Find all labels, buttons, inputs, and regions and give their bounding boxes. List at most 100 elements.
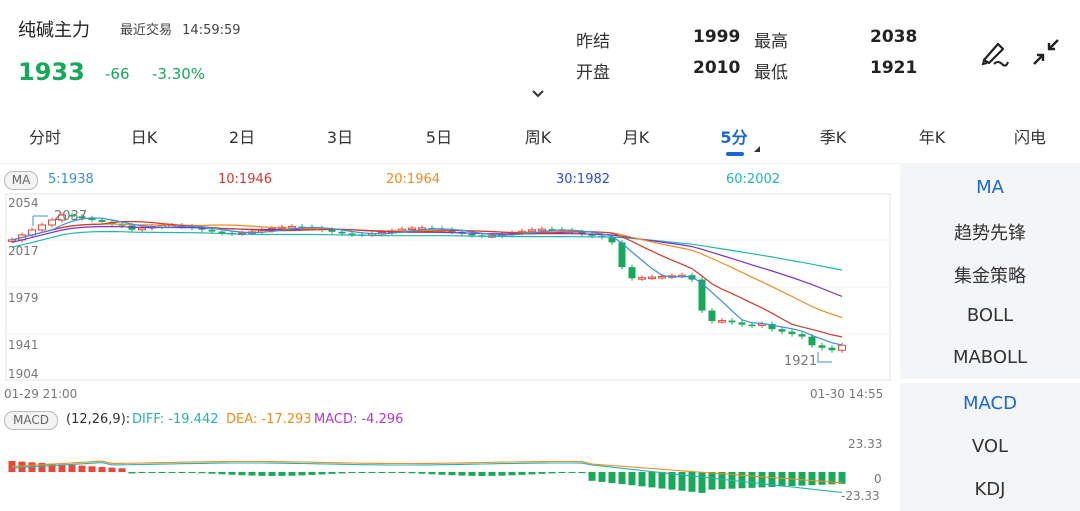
axis-price-3: 1979: [8, 291, 39, 305]
macd-bar: [268, 472, 276, 476]
macd-bar: [108, 467, 116, 472]
sidebar-item-trend[interactable]: 趋势先锋: [954, 223, 1026, 244]
macd-bar: [318, 472, 326, 475]
macd-axis-zero: 0: [874, 472, 882, 486]
ma-indicator-toggle[interactable]: MA: [4, 171, 38, 190]
axis-price-top: 2054: [8, 196, 39, 210]
macd-bar: [778, 472, 786, 487]
price-change: -66: [105, 65, 130, 83]
candle-body: [648, 276, 656, 280]
sidebar-item-jijin[interactable]: 集金策略: [954, 266, 1026, 287]
macd-bar: [358, 472, 366, 473]
macd-bar: [198, 472, 206, 474]
macd-bar: [488, 472, 496, 476]
candle-body: [608, 236, 616, 243]
axis-price-2: 2017: [8, 244, 39, 258]
candle-body: [638, 277, 646, 280]
sidebar-item-vol[interactable]: VOL: [971, 436, 1009, 457]
period-dropdown-icon[interactable]: [754, 146, 760, 152]
candle-body: [618, 242, 626, 268]
tab-5min[interactable]: 5分: [720, 128, 748, 147]
candle-body: [48, 219, 56, 226]
candle-body: [588, 234, 596, 236]
macd-bar: [678, 472, 686, 491]
high-label: 最高: [754, 32, 788, 52]
candle-body: [8, 239, 16, 242]
candle-body: [408, 227, 416, 231]
macd-axis-top: 23.33: [848, 437, 883, 451]
macd-bar: [708, 472, 716, 490]
tab-month-k[interactable]: 月K: [622, 128, 650, 147]
tab-week-k[interactable]: 周K: [524, 128, 552, 147]
macd-bar: [68, 464, 76, 472]
tab-3day[interactable]: 3日: [326, 128, 354, 147]
active-tab-indicator: [726, 152, 744, 156]
macd-bar: [808, 472, 816, 486]
tab-5day[interactable]: 5日: [425, 128, 453, 147]
prev-settle-value: 1999: [693, 27, 741, 47]
macd-bar: [48, 463, 56, 472]
macd-bar: [688, 472, 696, 492]
tab-quarter-k[interactable]: 季K: [819, 128, 847, 147]
macd-indicator-toggle[interactable]: MACD: [4, 411, 58, 430]
candle-body: [818, 345, 826, 348]
macd-bar: [658, 472, 666, 489]
sidebar-item-ma[interactable]: MA: [976, 177, 1004, 198]
macd-bar: [158, 472, 166, 473]
macd-bar: [518, 472, 526, 475]
candle-body: [578, 232, 586, 235]
axis-price-4: 1941: [8, 338, 39, 352]
macd-bar: [378, 472, 386, 473]
candle-body: [728, 320, 736, 323]
candle-body: [468, 233, 476, 236]
candle-body: [218, 231, 226, 234]
sidebar-item-boll[interactable]: BOLL: [966, 305, 1014, 326]
ma10-value: 10:1946: [218, 172, 273, 187]
sidebar-item-macd[interactable]: MACD: [963, 393, 1017, 414]
ma10-line: [11, 221, 843, 338]
macd-bar: [478, 472, 486, 476]
instrument-name: 纯碱主力: [18, 20, 90, 41]
candle-body: [528, 229, 536, 232]
macd-bar: [568, 472, 576, 473]
collapse-arrows-icon[interactable]: [1030, 36, 1062, 68]
macd-bar: [768, 472, 776, 487]
macd-bar: [278, 472, 286, 476]
candle-body: [708, 310, 716, 322]
macd-bar: [238, 472, 246, 476]
ma60-value: 60:2002: [726, 172, 781, 187]
tab-year-k[interactable]: 年K: [918, 128, 946, 147]
tab-2day[interactable]: 2日: [228, 128, 256, 147]
last-trade-info: 最近交易 14:59:59: [120, 19, 247, 38]
tab-fenshi[interactable]: 分时: [28, 128, 62, 147]
chevron-down-icon[interactable]: [530, 88, 546, 100]
draw-pen-icon[interactable]: [978, 36, 1010, 68]
time-start: 01-29 21:00: [4, 387, 78, 401]
sidebar-item-kdj[interactable]: KDJ: [974, 479, 1006, 500]
candle-body: [188, 226, 196, 228]
macd-bar: [398, 472, 406, 473]
tab-flash[interactable]: 闪电: [1013, 128, 1047, 147]
candle-body: [348, 233, 356, 235]
macd-bar: [18, 461, 26, 472]
candle-body: [828, 347, 836, 351]
sidebar-item-maboll[interactable]: MABOLL: [952, 347, 1028, 368]
macd-bar: [188, 472, 196, 473]
candle-body: [138, 227, 146, 231]
ma30-line: [11, 225, 843, 297]
macd-chart[interactable]: [0, 430, 900, 511]
tab-day-k[interactable]: 日K: [130, 128, 158, 147]
macd-bar: [338, 472, 346, 474]
price-change-percent: -3.30%: [152, 65, 206, 83]
macd-params: (12,26,9):: [66, 412, 131, 427]
kline-chart[interactable]: [0, 190, 900, 390]
candle-body: [68, 215, 76, 217]
macd-bar: [798, 472, 806, 486]
macd-bar: [608, 472, 616, 483]
candle-body: [98, 220, 106, 222]
macd-bar: [388, 472, 396, 473]
candle-body: [338, 231, 346, 234]
macd-bar: [418, 472, 426, 474]
macd-bar: [408, 472, 416, 474]
candle-body: [658, 275, 666, 279]
